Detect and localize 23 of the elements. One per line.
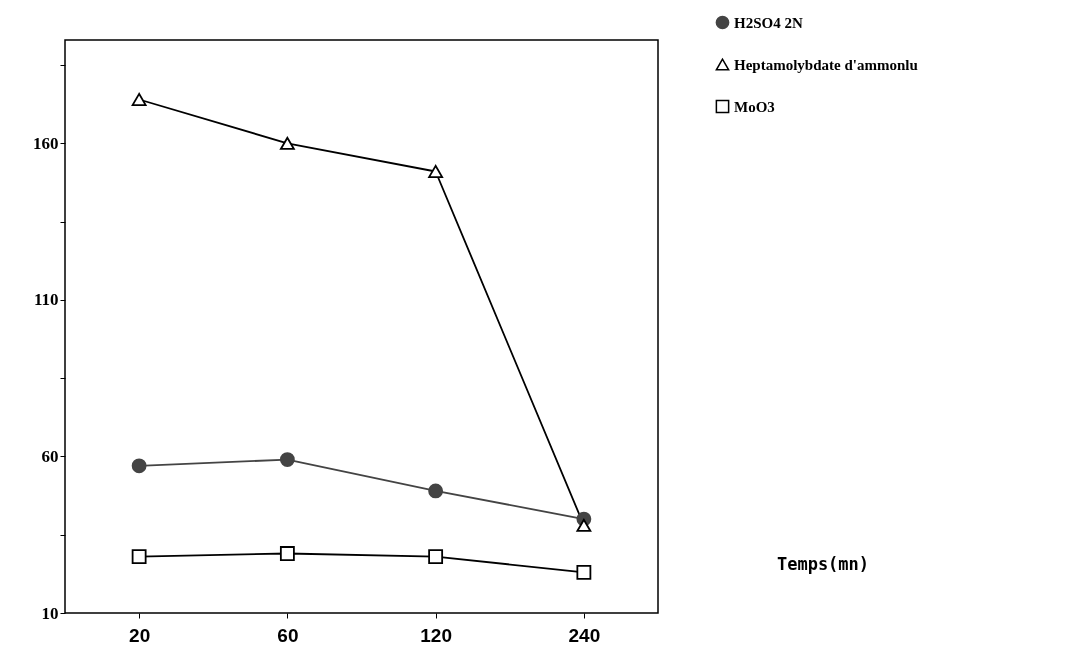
x-tick-label: 240 [568, 624, 601, 646]
point [279, 136, 295, 150]
point [131, 549, 147, 565]
x-tick-label: 120 [420, 624, 452, 646]
point [131, 458, 147, 474]
y-tick-label: 10 [41, 603, 59, 623]
point [131, 92, 147, 107]
point [428, 164, 444, 179]
y-tick-label: 160 [33, 133, 59, 153]
y-tick-label: 60 [41, 446, 59, 466]
point [279, 452, 295, 467]
point [576, 518, 592, 532]
y-tick-label: 110 [33, 290, 59, 310]
x-tick-label: 60 [277, 624, 299, 646]
point [279, 546, 295, 561]
text: Temps(mn) [776, 554, 870, 574]
point [576, 564, 592, 580]
x-tick-label: 20 [129, 624, 151, 646]
legend-label: H2SO4 2N [734, 14, 803, 31]
legend-label: MoO3 [734, 98, 775, 115]
point [428, 549, 444, 565]
legend-label: Heptamolybdate d'ammonlu [734, 56, 918, 73]
point [428, 483, 444, 499]
